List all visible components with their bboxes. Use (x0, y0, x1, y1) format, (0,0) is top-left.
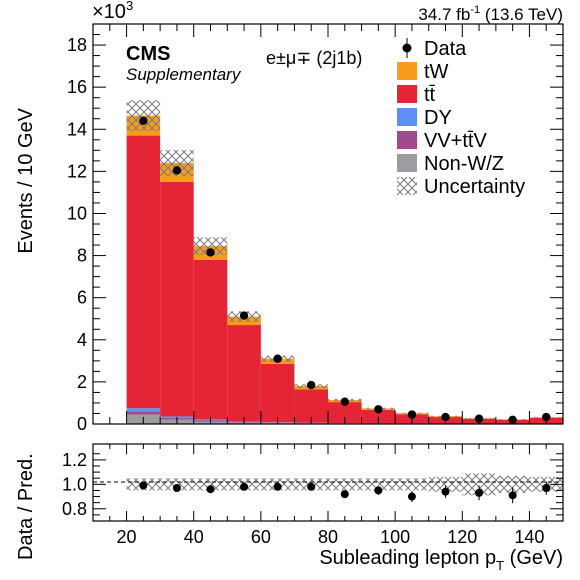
ratio-uncertainty-9 (428, 477, 463, 492)
y-tick-label-4: 4 (77, 330, 87, 350)
legend-label-1: tW (424, 61, 449, 83)
y-tick-label-10: 10 (67, 203, 87, 223)
uncertainty-2 (193, 237, 228, 255)
legend-label-5: Non-W/Z (424, 153, 504, 175)
ratio-point-10 (475, 488, 484, 497)
ratio-uncertainty-8 (395, 478, 429, 491)
legend-swatch-4 (397, 131, 417, 149)
legend-label-3: DY (424, 107, 452, 129)
ratio-panel: 0.8 1.0 1.2 20 40 60 80 100 120 140 (62, 443, 564, 547)
data-point-0 (139, 116, 148, 126)
bar-tt--0 (126, 135, 161, 409)
ratio-points (139, 481, 551, 504)
x-tick-label-80: 80 (318, 527, 338, 547)
y-tick-label-2: 2 (77, 372, 87, 392)
ratio-point-8 (407, 492, 416, 501)
y-tick-label-18: 18 (67, 35, 87, 55)
ratio-point-6 (340, 490, 349, 499)
supplementary-label: Supplementary (126, 65, 242, 84)
legend-label-0: Data (424, 38, 467, 60)
ratio-point-2 (206, 485, 215, 494)
bar-vv-tt-v-0 (126, 412, 161, 415)
x-tick-label-60: 60 (251, 527, 271, 547)
ratio-y-axis-label: Data / Pred. (15, 453, 37, 560)
y-tick-label-6: 6 (77, 288, 87, 308)
ratio-uncertainty-11 (495, 475, 530, 493)
ratio-point-1 (172, 484, 181, 492)
legend-swatch-2 (397, 85, 417, 103)
legend-swatch-3 (397, 108, 417, 126)
x-tick-label-140: 140 (514, 527, 544, 547)
bar-tt--1 (160, 181, 194, 417)
bar-tt--6 (328, 402, 362, 424)
data-point-1 (172, 166, 182, 175)
channel-label: e±μ∓ (2j1b) (266, 48, 362, 68)
legend-swatch-5 (397, 154, 417, 172)
ratio-y-tick-label-1: 1.0 (62, 474, 87, 494)
bar-tt--2 (193, 259, 228, 420)
ratio-uncertainty-10 (462, 473, 496, 496)
legend-label-2: tt̄ (424, 84, 436, 106)
ratio-point-9 (441, 487, 450, 496)
y-tick-label-12: 12 (67, 161, 87, 181)
ratio-y-tick-label-2: 1.2 (62, 450, 87, 470)
main-axes: 0 2 4 6 8 10 12 14 16 18 (67, 23, 564, 434)
ratio-point-4 (273, 482, 282, 491)
bar-tt--7 (361, 409, 396, 424)
x-tick-label-100: 100 (380, 527, 410, 547)
data-point-7 (374, 405, 383, 414)
y-tick-label-8: 8 (77, 246, 87, 266)
ratio-point-12 (542, 484, 551, 492)
legend-swatch-1 (397, 62, 417, 80)
x-axis-label: Subleading lepton pT (GeV) (319, 547, 563, 573)
ratio-y-tick-label-0: 0.8 (62, 499, 87, 519)
bar-tt--4 (260, 364, 295, 423)
experiment-label: CMS (126, 43, 170, 65)
ratio-point-5 (307, 482, 316, 491)
ratio-uncertainty-2 (193, 478, 228, 491)
ratio-uncertainty-6 (328, 478, 362, 491)
bar-tt--3 (227, 325, 261, 422)
ratio-point-0 (139, 481, 148, 490)
x-tick-label-120: 120 (447, 527, 477, 547)
data-point-4 (273, 354, 282, 363)
ratio-point-11 (508, 491, 517, 500)
legend-data-marker (402, 43, 412, 53)
uncertainty-0 (126, 100, 161, 131)
ratio-axes: 0.8 1.0 1.2 20 40 60 80 100 120 140 (62, 443, 564, 547)
main-panel: 0 2 4 6 8 10 12 14 16 18 (67, 23, 564, 434)
data-point-5 (307, 380, 316, 390)
x-tick-label-20: 20 (117, 527, 137, 547)
y-scale-label: ×103 (92, 0, 133, 23)
ratio-point-7 (374, 486, 383, 495)
y-tick-label-14: 14 (67, 119, 87, 139)
legend-label-6: Uncertainty (424, 176, 525, 198)
legend-uncertainty-swatch (397, 177, 417, 195)
data-point-6 (340, 397, 349, 406)
legend-label-4: VV+tt̄V (424, 130, 487, 152)
data-point-2 (206, 248, 215, 257)
data-point-3 (239, 311, 249, 320)
bar-dy-0 (126, 408, 161, 412)
data-point-8 (407, 410, 417, 419)
y-tick-label-0: 0 (77, 414, 87, 434)
ratio-uncertainty-7 (361, 478, 396, 491)
y-tick-label-16: 16 (67, 77, 87, 97)
x-tick-label-40: 40 (184, 527, 204, 547)
lumi-label: 34.7 fb-1 (13.6 TeV) (418, 4, 563, 24)
ratio-point-3 (240, 482, 249, 491)
y-axis-label: Events / 10 GeV (15, 107, 37, 253)
ratio-uncertainty-band (126, 473, 563, 496)
